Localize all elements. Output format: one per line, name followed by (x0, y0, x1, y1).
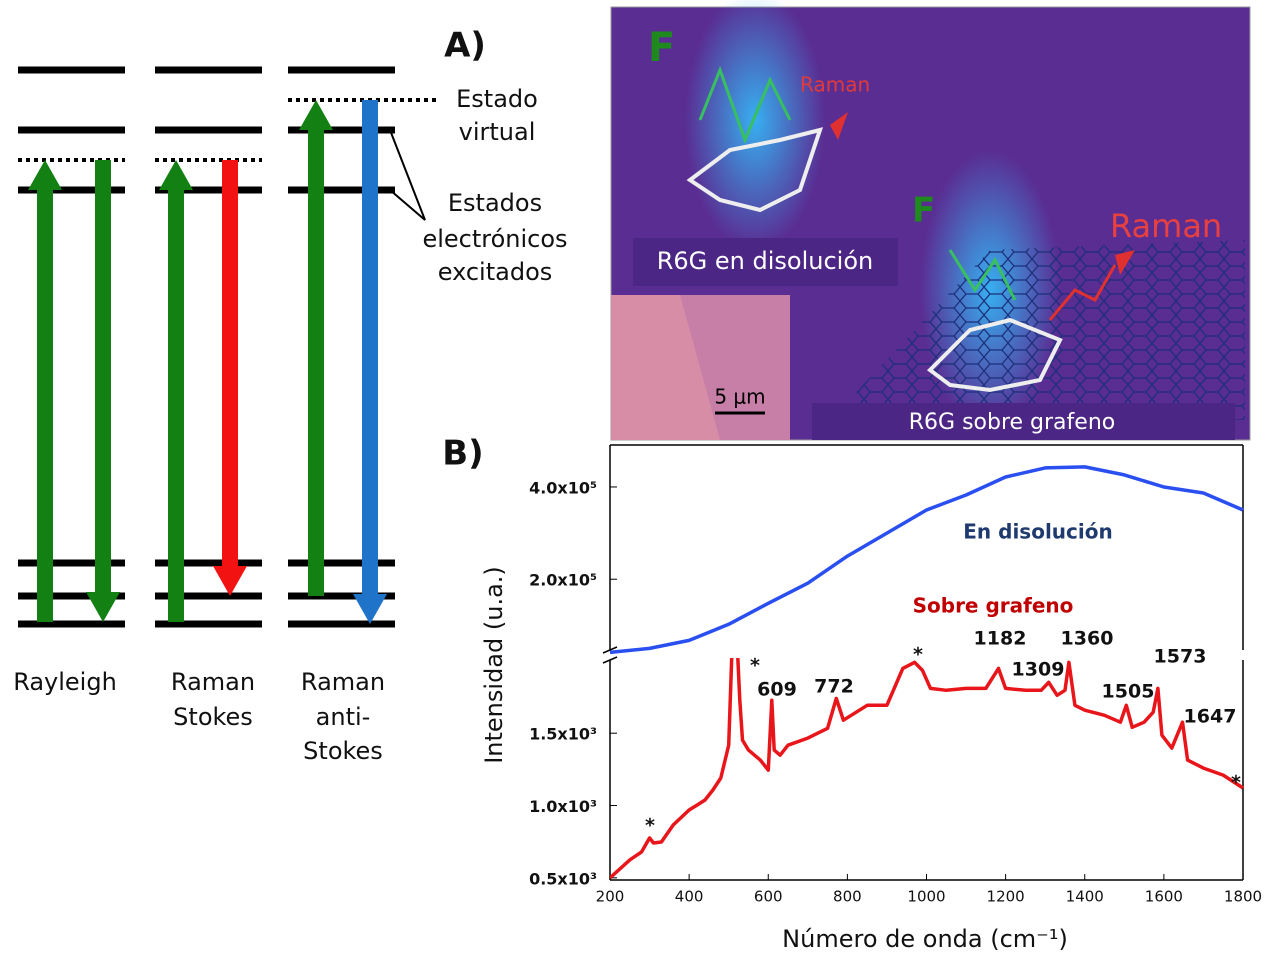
annotation: 1182 (974, 628, 1027, 650)
x-tick-label: 1400 (1066, 888, 1104, 906)
x-tick-label: 600 (754, 888, 783, 906)
label: excitados (438, 258, 553, 286)
process-label: Stokes (173, 703, 253, 731)
label: Estados (448, 189, 542, 217)
label: F (648, 25, 675, 71)
annotation: * (750, 655, 760, 677)
process-label: Rayleigh (13, 668, 117, 696)
annotation: 1647 (1184, 706, 1237, 728)
arrow-up (159, 160, 193, 622)
label: R6G sobre grafeno (909, 410, 1115, 435)
annotation: 1360 (1061, 628, 1114, 650)
illustration: F Raman R6G en disolución F Raman 5 μm R… (611, 0, 1250, 440)
x-tick-label: 1600 (1145, 888, 1183, 906)
arrow-up (299, 100, 333, 596)
panel-label: B) (442, 434, 483, 474)
annotation: * (1231, 772, 1241, 794)
bracket (390, 130, 425, 220)
annotation: 609 (757, 679, 797, 701)
process-label: Raman (171, 668, 255, 696)
label: Estado (456, 85, 538, 113)
annotation: * (913, 644, 923, 666)
y-tick-label: 2.0x10⁵ (529, 571, 597, 590)
x-tick-label: 800 (833, 888, 862, 906)
figure: Estado virtual Estados electrónicos exci… (0, 0, 1270, 953)
y-axis-label: Intensidad (u.a.) (480, 566, 508, 764)
process-label: anti- (316, 703, 371, 731)
label: virtual (459, 118, 536, 146)
label: F (912, 191, 935, 231)
series-label: Sobre grafeno (913, 594, 1074, 618)
annotation: 1309 (1012, 659, 1065, 681)
label: R6G en disolución (657, 247, 874, 275)
arrow-down (213, 160, 247, 596)
annotation: 772 (814, 676, 854, 698)
arrow-down (86, 160, 120, 622)
y-tick-label: 0.5x10³ (529, 869, 597, 888)
series-label: En disolución (963, 520, 1112, 544)
y-tick-label: 4.0x10⁵ (529, 478, 597, 497)
panel-label: A) (444, 26, 486, 66)
annotation: 1505 (1102, 681, 1155, 703)
x-axis-label: Número de onda (cm⁻¹) (782, 925, 1068, 953)
beam (685, 0, 825, 250)
y-tick-label: 1.5x10³ (529, 725, 597, 744)
x-tick-label: 400 (675, 888, 704, 906)
label: electrónicos (422, 225, 567, 253)
x-tick-label: 1000 (907, 888, 945, 906)
y-tick-label: 1.0x10³ (529, 797, 597, 816)
arrow-down (353, 100, 387, 624)
label: Raman (1110, 207, 1222, 245)
x-tick-label: 1800 (1224, 888, 1262, 906)
series-line (610, 632, 1243, 878)
series-line (610, 467, 1243, 653)
annotation: 1573 (1154, 646, 1207, 668)
label: Raman (800, 73, 870, 97)
arrow-up (28, 160, 62, 622)
process-label: Stokes (303, 737, 383, 765)
chart: Número de onda (cm⁻¹) Intensidad (u.a.) … (480, 445, 1262, 953)
x-tick-label: 200 (596, 888, 625, 906)
x-tick-label: 1200 (987, 888, 1025, 906)
process-label: Raman (301, 668, 385, 696)
scale-label: 5 μm (714, 385, 765, 409)
annotation: * (645, 815, 655, 837)
